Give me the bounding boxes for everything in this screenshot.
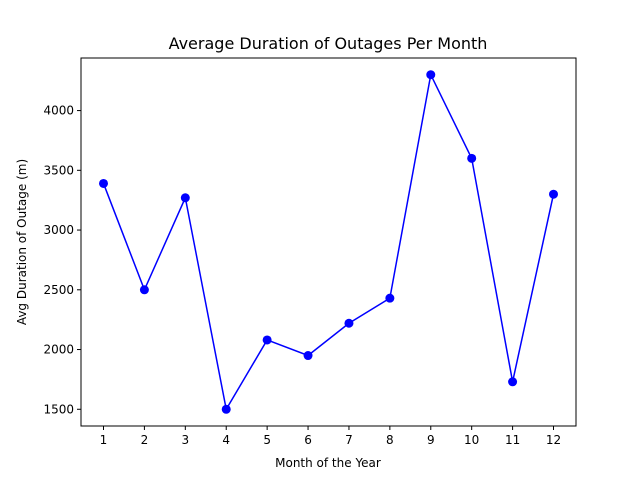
data-point bbox=[385, 293, 395, 303]
x-tick-label: 6 bbox=[304, 433, 312, 447]
data-point bbox=[549, 189, 558, 199]
plot-frame bbox=[80, 57, 577, 427]
data-point bbox=[99, 178, 108, 188]
data-point bbox=[262, 335, 272, 345]
y-tick-label: 3500 bbox=[43, 163, 74, 177]
data-point bbox=[180, 193, 190, 203]
data-point bbox=[508, 377, 518, 387]
x-axis-label: Month of the Year bbox=[275, 456, 381, 470]
data-point bbox=[303, 351, 313, 361]
x-tick-label: 2 bbox=[141, 433, 149, 447]
x-tick-label: 3 bbox=[181, 433, 189, 447]
x-tick-label: 7 bbox=[345, 433, 353, 447]
y-tick-label: 4000 bbox=[43, 104, 74, 118]
y-tick-label: 2000 bbox=[43, 343, 74, 357]
x-tick-label: 8 bbox=[386, 433, 394, 447]
y-tick-label: 3000 bbox=[43, 223, 74, 237]
x-tick-label: 5 bbox=[263, 433, 271, 447]
x-tick-label: 11 bbox=[505, 433, 520, 447]
y-axis-label: Avg Duration of Outage (m) bbox=[15, 159, 29, 325]
y-tick-label: 1500 bbox=[43, 402, 74, 416]
x-tick-label: 1 bbox=[100, 433, 108, 447]
x-tick-label: 10 bbox=[464, 433, 479, 447]
y-tick-label: 2500 bbox=[43, 283, 74, 297]
data-point bbox=[467, 153, 477, 163]
data-point bbox=[344, 318, 354, 328]
data-point bbox=[221, 404, 231, 414]
x-tick-label: 9 bbox=[427, 433, 435, 447]
x-tick-label: 12 bbox=[546, 433, 561, 447]
series-line bbox=[102, 72, 555, 412]
data-point bbox=[139, 285, 149, 295]
x-tick-label: 4 bbox=[222, 433, 230, 447]
data-point bbox=[426, 70, 436, 80]
chart-title: Average Duration of Outages Per Month bbox=[169, 34, 488, 53]
